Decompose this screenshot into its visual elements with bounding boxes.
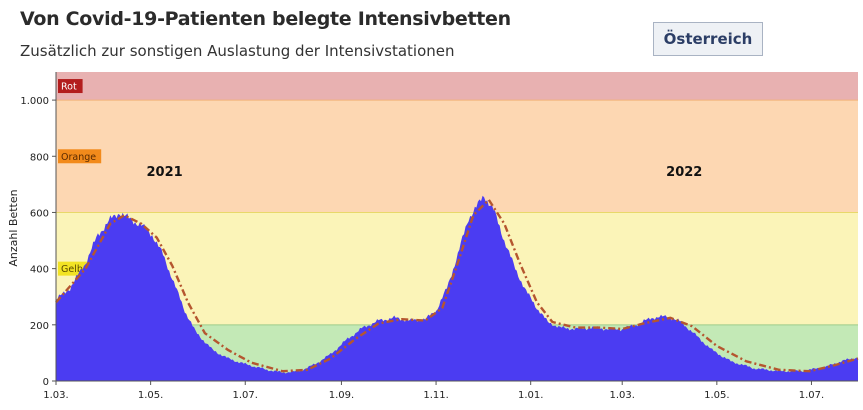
y-tick-label: 600 [30,208,49,219]
x-tick-label: 1.03. [609,390,634,401]
axes [55,72,858,382]
chart-title: Von Covid-19-Patienten belegte Intensivb… [20,8,511,30]
chart-subtitle: Zusätzlich zur sonstigen Auslastung der … [20,42,455,60]
series-trend-line [55,198,859,373]
x-tick-label: 1.07. [799,390,824,401]
zone-badge-rot [58,79,83,94]
zone-badge-orange [58,149,102,164]
year-label-2022: 2022 [666,165,702,180]
x-tick-label: 1.11. [423,390,448,401]
x-axis-ticks: 1.03. 1.05. 1.07. 1.09. 1.11. 1.01. 1.03. 1.05.… [43,381,824,401]
zone-label-gelb: Gelb [61,264,83,275]
y-tick-label: 400 [30,265,49,276]
region-selector-button[interactable]: Österreich [653,22,763,56]
x-tick-label: 1.01. [518,390,543,401]
y-axis-ticks: 0 200 400 600 800 1.000 [20,96,56,388]
series-area-layer [56,195,858,381]
y-tick-label: 800 [30,152,49,163]
y-tick-label: 1.000 [20,96,49,107]
year-labels: 2021 2022 [146,165,702,180]
series-trend-layer [55,198,859,373]
zone-orange [56,100,858,213]
x-tick-label: 1.05. [704,390,729,401]
x-tick-label: 1.07. [233,390,258,401]
x-tick-label: 1.05. [138,390,163,401]
series-area [56,195,858,381]
zone-label-orange: Orange [61,152,96,163]
zone-label-rot: Rot [61,82,77,93]
zone-rot [56,72,858,101]
y-tick-label: 0 [43,377,49,388]
x-tick-label: 1.03. [43,390,68,401]
y-tick-label: 200 [30,321,49,332]
year-label-2021: 2021 [146,165,182,180]
y-axis-label: Anzahl Betten [7,189,20,266]
x-tick-label: 1.09. [329,390,354,401]
